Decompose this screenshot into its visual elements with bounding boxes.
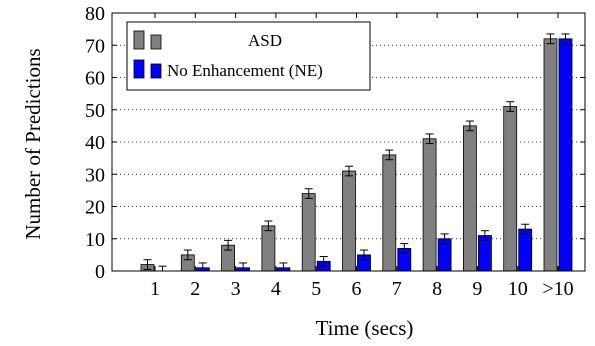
y-axis-title: Number of Predictions [21,48,45,239]
legend-swatch-asd-b [150,34,162,50]
legend-label-asd: ASD [248,31,282,50]
x-tick-label-7: 8 [432,278,442,300]
y-tick-label-20: 20 [85,197,105,219]
bar-asd-7 [422,138,437,272]
axis-ticks: 0 10 20 30 40 50 60 70 80 1 2 3 4 5 6 7 8 9 10 >10 [85,3,585,300]
x-tick-label-1: 2 [190,278,200,300]
bar-ne-9 [518,228,533,272]
x-axis-title: Time (secs) [316,316,414,340]
x-tick-label-0: 1 [150,278,160,300]
y-tick-label-80: 80 [85,3,105,25]
x-tick-label-2: 3 [231,278,241,300]
x-tick-label-9: 10 [508,278,528,300]
x-tick-label-8: 9 [472,278,482,300]
legend-swatch-ne-a [133,59,145,79]
y-tick-label-40: 40 [85,132,105,154]
x-tick-label-6: 7 [392,278,402,300]
bar-asd-8 [462,125,477,272]
x-tick-label-4: 5 [311,278,321,300]
legend-swatch-asd-a [133,30,145,50]
x-tick-label-10: >10 [542,278,573,300]
bar-asd-9 [503,106,518,272]
bar-asd-4 [301,193,316,272]
legend: ASD No Enhancement (NE) [126,21,371,91]
bar-asd-6 [382,154,397,272]
bar-asd-3 [261,225,276,272]
x-tick-label-5: 6 [352,278,362,300]
y-tick-label-60: 60 [85,68,105,90]
y-tick-label-50: 50 [85,100,105,122]
y-tick-label-30: 30 [85,164,105,186]
y-tick-label-0: 0 [95,261,105,283]
bars [140,33,573,272]
legend-label-ne: No Enhancement (NE) [167,61,323,80]
legend-box [126,21,371,91]
legend-swatch-ne-b [150,63,162,79]
y-tick-label-70: 70 [85,35,105,57]
y-tick-label-10: 10 [85,229,105,251]
bar-asd-10 [543,38,558,272]
bar-ne-10 [558,38,573,272]
x-tick-label-3: 4 [271,278,281,300]
bar-asd-5 [342,170,356,272]
